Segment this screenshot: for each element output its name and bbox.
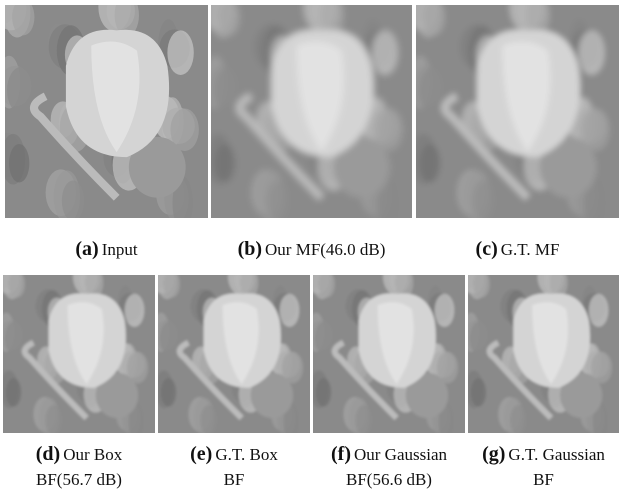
panel-label: (b) — [238, 238, 262, 260]
caption-text: BF(56.7 dB) — [36, 470, 122, 489]
caption: (d)Our Box BF(56.7 dB) — [3, 442, 155, 492]
caption-text: G.T. Box — [215, 445, 278, 464]
photo — [468, 275, 619, 433]
caption-text: Our Gaussian — [354, 445, 447, 464]
panel-label: (a) — [75, 238, 98, 260]
caption-text: Input — [102, 240, 138, 259]
caption: (g)G.T. Gaussian BF — [468, 442, 619, 492]
figure: (a)Input(b)Our MF(46.0 dB)(c)G.T. MF(d)O… — [0, 0, 619, 494]
caption-text: BF — [224, 470, 245, 489]
photo — [158, 275, 310, 433]
caption: (c)G.T. MF — [416, 237, 619, 262]
photo — [313, 275, 465, 433]
photo — [5, 5, 208, 218]
panel-label: (g) — [482, 443, 505, 465]
caption-text: BF — [533, 470, 554, 489]
panel-label: (e) — [190, 443, 212, 465]
panel-label: (d) — [36, 443, 60, 465]
caption-text: Our Box — [63, 445, 122, 464]
caption-text: G.T. MF — [501, 240, 560, 259]
caption: (f)Our Gaussian BF(56.6 dB) — [313, 442, 465, 492]
caption: (b)Our MF(46.0 dB) — [211, 237, 412, 262]
photo — [416, 5, 619, 218]
photo — [3, 275, 155, 433]
caption: (e)G.T. Box BF — [158, 442, 310, 492]
caption-text: G.T. Gaussian — [508, 445, 604, 464]
photo — [211, 5, 412, 218]
panel-label: (c) — [476, 238, 498, 260]
caption-text: Our MF(46.0 dB) — [265, 240, 385, 259]
caption: (a)Input — [5, 237, 208, 262]
panel-label: (f) — [331, 443, 351, 465]
caption-text: BF(56.6 dB) — [346, 470, 432, 489]
